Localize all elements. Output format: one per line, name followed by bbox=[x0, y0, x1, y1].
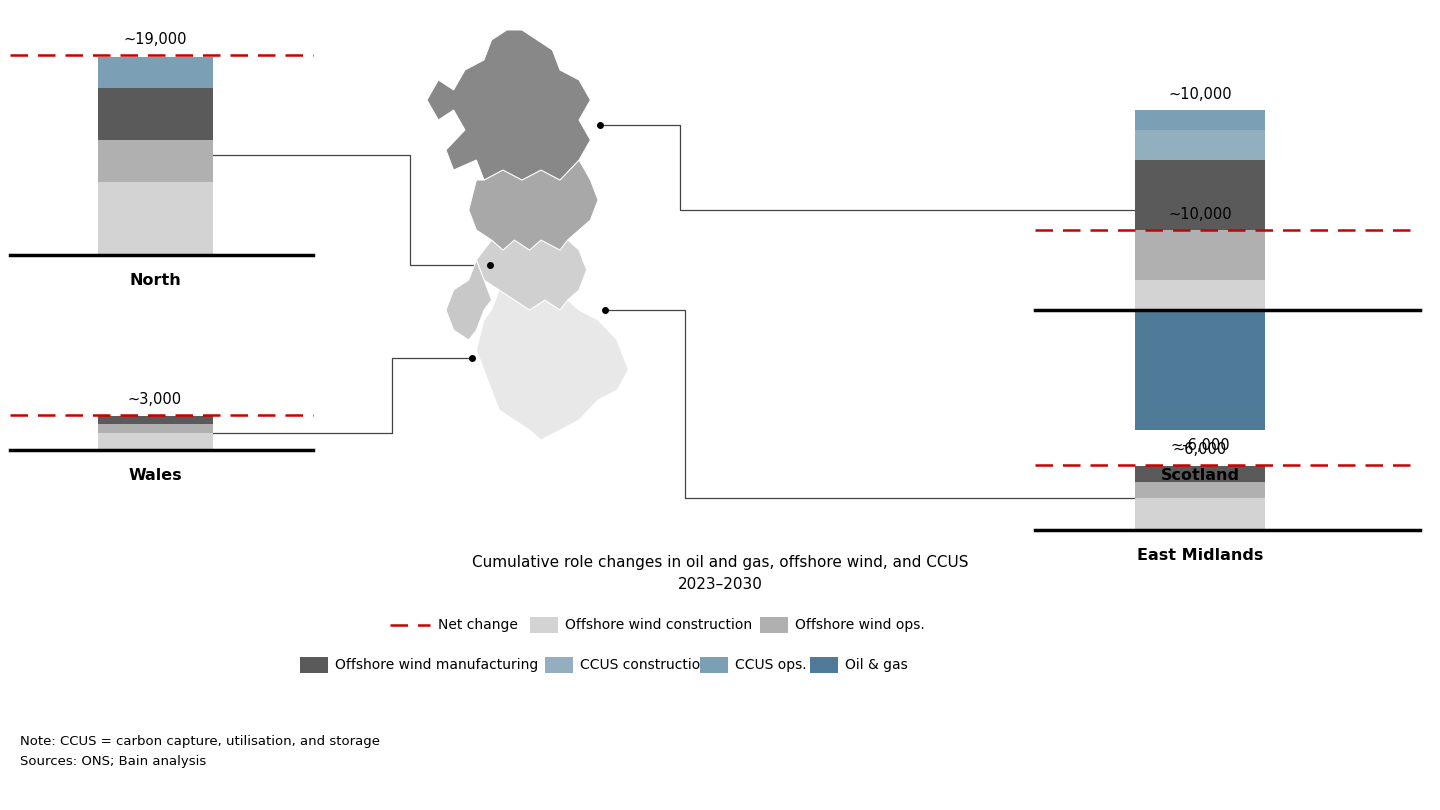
Text: Offshore wind construction: Offshore wind construction bbox=[564, 618, 752, 632]
Bar bbox=[1135, 482, 1264, 498]
Text: Net change: Net change bbox=[438, 618, 518, 632]
Text: Wales: Wales bbox=[128, 468, 181, 483]
Text: ~10,000: ~10,000 bbox=[1168, 87, 1231, 102]
Bar bbox=[1135, 310, 1264, 430]
Bar bbox=[1135, 160, 1264, 230]
Bar bbox=[98, 182, 213, 255]
Text: Cumulative role changes in oil and gas, offshore wind, and CCUS
2023–2030: Cumulative role changes in oil and gas, … bbox=[472, 555, 968, 592]
Bar bbox=[544, 657, 573, 673]
Text: ~-6,000: ~-6,000 bbox=[1171, 438, 1230, 453]
Bar bbox=[98, 88, 213, 140]
Bar bbox=[98, 433, 213, 450]
Polygon shape bbox=[477, 240, 586, 310]
Bar bbox=[760, 617, 788, 633]
Bar bbox=[98, 57, 213, 88]
Text: Offshore wind ops.: Offshore wind ops. bbox=[795, 618, 924, 632]
Polygon shape bbox=[446, 260, 491, 340]
Bar bbox=[1135, 498, 1264, 530]
Bar bbox=[1135, 130, 1264, 160]
Bar bbox=[98, 140, 213, 182]
Bar bbox=[530, 617, 559, 633]
Polygon shape bbox=[469, 160, 598, 250]
Bar bbox=[300, 657, 328, 673]
Bar bbox=[1135, 466, 1264, 482]
Bar bbox=[1135, 110, 1264, 130]
Text: CCUS ops.: CCUS ops. bbox=[734, 658, 806, 672]
Bar bbox=[809, 657, 838, 673]
Text: CCUS construction: CCUS construction bbox=[580, 658, 708, 672]
Polygon shape bbox=[428, 30, 590, 180]
Text: ~10,000: ~10,000 bbox=[1168, 207, 1231, 222]
Text: Oil & gas: Oil & gas bbox=[845, 658, 907, 672]
Bar bbox=[98, 416, 213, 424]
Bar bbox=[98, 424, 213, 433]
Text: Note: CCUS = carbon capture, utilisation, and storage
Sources: ONS; Bain analysi: Note: CCUS = carbon capture, utilisation… bbox=[20, 735, 380, 768]
Polygon shape bbox=[477, 290, 628, 440]
Text: Scotland: Scotland bbox=[1161, 468, 1240, 483]
Text: East Midlands: East Midlands bbox=[1136, 548, 1263, 563]
Bar bbox=[700, 657, 729, 673]
Bar bbox=[1135, 280, 1264, 310]
Text: North: North bbox=[130, 273, 181, 288]
Text: Offshore wind manufacturing: Offshore wind manufacturing bbox=[336, 658, 539, 672]
Text: ~19,000: ~19,000 bbox=[124, 32, 187, 47]
Bar bbox=[1135, 230, 1264, 280]
Text: ~6,000: ~6,000 bbox=[1172, 442, 1227, 457]
Text: ~3,000: ~3,000 bbox=[128, 392, 181, 407]
